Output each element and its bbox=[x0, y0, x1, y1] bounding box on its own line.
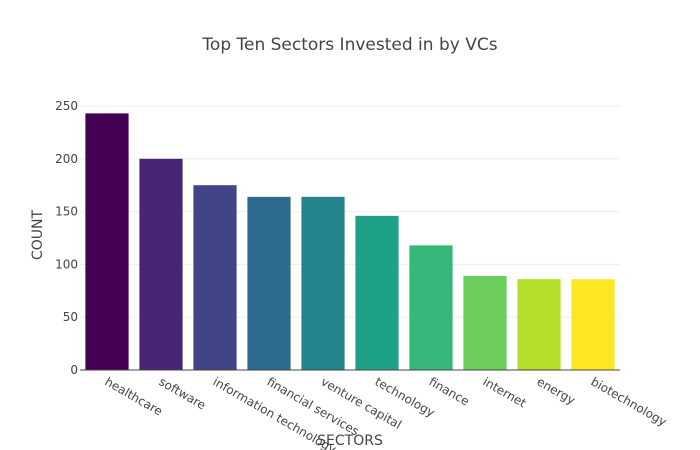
bar-technology[interactable] bbox=[355, 215, 399, 370]
bar-finance[interactable] bbox=[409, 245, 453, 370]
x-tick-label: energy bbox=[535, 374, 578, 407]
bar-healthcare[interactable] bbox=[85, 113, 129, 370]
x-tick-label: finance bbox=[427, 374, 472, 408]
y-tick-label: 50 bbox=[63, 310, 78, 324]
chart-title: Top Ten Sectors Invested in by VCs bbox=[201, 35, 497, 55]
bar-financial-services[interactable] bbox=[247, 196, 291, 370]
bar-software[interactable] bbox=[139, 158, 183, 370]
y-tick-label: 100 bbox=[55, 257, 78, 271]
y-tick-label: 200 bbox=[55, 152, 78, 166]
bars bbox=[85, 113, 615, 370]
bar-biotechnology[interactable] bbox=[571, 279, 615, 370]
bar-venture-capital[interactable] bbox=[301, 196, 345, 370]
bar-internet[interactable] bbox=[463, 276, 507, 370]
x-tick-label: biotechnology bbox=[589, 374, 670, 429]
y-tick-label: 250 bbox=[55, 99, 78, 113]
y-tick-label: 150 bbox=[55, 205, 78, 219]
bar-information-technology[interactable] bbox=[193, 185, 237, 370]
x-axis-title: SECTORS bbox=[317, 433, 383, 449]
x-tick-label: internet bbox=[481, 374, 529, 410]
y-axis-title: COUNT bbox=[30, 210, 46, 261]
x-tick-label: healthcare bbox=[103, 374, 165, 418]
y-tick-label: 0 bbox=[70, 363, 78, 377]
bar-energy[interactable] bbox=[517, 279, 561, 370]
y-axis-ticks: 0 50 100 150 200 250 bbox=[55, 99, 78, 377]
